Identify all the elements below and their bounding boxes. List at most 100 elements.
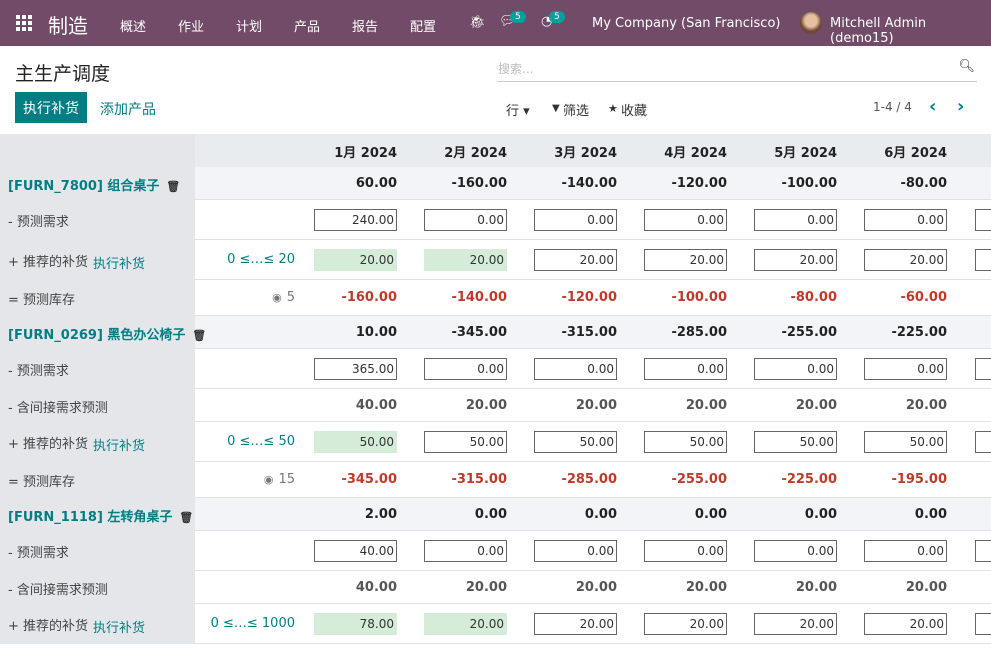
- replenish-button[interactable]: 执行补货: [15, 92, 87, 123]
- demand-input[interactable]: 0.00: [644, 540, 727, 562]
- demand-input[interactable]: 0.00: [534, 540, 617, 562]
- add-product-button[interactable]: 添加产品: [100, 102, 156, 118]
- replenish-input[interactable]: 20.00: [644, 249, 727, 271]
- partial-column-input[interactable]: [975, 431, 991, 453]
- partial-column-input[interactable]: [975, 249, 991, 271]
- menu-configuration[interactable]: 配置: [410, 20, 437, 35]
- demand-input[interactable]: 40.00: [314, 540, 397, 562]
- demand-input[interactable]: 0.00: [534, 209, 617, 231]
- trash-icon[interactable]: 🗑︎: [175, 511, 194, 524]
- search-icon[interactable]: 🔍︎: [958, 59, 975, 74]
- replenish-row-link[interactable]: 执行补货: [93, 621, 146, 636]
- replenish-input[interactable]: 20.00: [754, 249, 837, 271]
- partial-column-input[interactable]: [975, 613, 991, 635]
- replenish-input[interactable]: 20.00: [534, 249, 617, 271]
- indirect-value: 20.00: [465, 579, 507, 595]
- demand-input[interactable]: 0.00: [644, 209, 727, 231]
- replenish-input[interactable]: 20.00: [864, 249, 947, 271]
- safety-stock[interactable]: ◉ 15: [264, 472, 295, 487]
- favorites-button[interactable]: 收藏: [621, 104, 648, 119]
- replenish-input[interactable]: 50.00: [864, 431, 947, 453]
- demand-input[interactable]: 0.00: [424, 358, 507, 380]
- stock-row: = 预测库存 ◉ 5 -160.00 -140.00 -120.00 -100.00 -80.…: [0, 280, 991, 316]
- replenish-label: + 推荐的补货 执行补货: [8, 437, 146, 454]
- label-column: [0, 349, 195, 389]
- demand-row: - 预测需求 240.00 0.00 0.00 0.00 0.00 0.00: [0, 200, 991, 240]
- app-name[interactable]: 制造: [48, 14, 88, 38]
- demand-input[interactable]: 0.00: [754, 540, 837, 562]
- demand-input[interactable]: 365.00: [314, 358, 397, 380]
- demand-input[interactable]: 240.00: [314, 209, 397, 231]
- pager-value[interactable]: 1-4 / 4: [873, 100, 912, 114]
- pager-next-icon[interactable]: ›: [957, 96, 965, 117]
- partial-column-input[interactable]: [975, 358, 991, 380]
- replenish-input[interactable]: 20.00: [644, 613, 727, 635]
- top-navbar: 制造 概述 作业 计划 产品 报告 配置 🐞︎ 💬︎ 5 ◔ 5 My Comp…: [0, 0, 991, 46]
- demand-input[interactable]: 0.00: [864, 540, 947, 562]
- demand-input[interactable]: 0.00: [754, 209, 837, 231]
- product-total: 0.00: [804, 507, 837, 522]
- demand-input[interactable]: 0.00: [424, 540, 507, 562]
- replenish-input[interactable]: 50.00: [424, 431, 507, 453]
- product-total: -315.00: [561, 325, 617, 340]
- search-input[interactable]: 搜索...: [498, 62, 534, 76]
- partial-column-input[interactable]: [975, 540, 991, 562]
- menu-products[interactable]: 产品: [294, 20, 321, 35]
- replenish-row-link[interactable]: 执行补货: [93, 257, 146, 272]
- search-bar[interactable]: 搜索... 🔍︎: [497, 54, 977, 82]
- replenish-input[interactable]: 50.00: [644, 431, 727, 453]
- demand-input[interactable]: 0.00: [424, 209, 507, 231]
- demand-input[interactable]: 0.00: [644, 358, 727, 380]
- user-menu[interactable]: Mitchell Admin (demo15): [830, 16, 927, 46]
- product-total: 10.00: [355, 325, 397, 340]
- product-total: 2.00: [364, 507, 397, 522]
- header-label-column: [0, 134, 195, 167]
- replenish-input[interactable]: 50.00: [314, 431, 397, 453]
- replenish-row-link[interactable]: 执行补货: [93, 439, 146, 454]
- replenish-input[interactable]: 20.00: [424, 249, 507, 271]
- demand-input[interactable]: 0.00: [754, 358, 837, 380]
- product-name[interactable]: [FURN_7800] 组合桌子 🗑︎: [8, 179, 181, 194]
- menu-overview[interactable]: 概述: [120, 20, 147, 35]
- trash-icon[interactable]: 🗑︎: [162, 180, 181, 193]
- replenish-input[interactable]: 20.00: [314, 249, 397, 271]
- replenish-input[interactable]: 20.00: [534, 613, 617, 635]
- replenish-input[interactable]: 20.00: [864, 613, 947, 635]
- indirect-value: 20.00: [905, 579, 947, 595]
- replenish-input[interactable]: 20.00: [424, 613, 507, 635]
- replenish-min-max[interactable]: 0 ≤…≤ 1000: [210, 616, 295, 631]
- demand-input[interactable]: 0.00: [864, 209, 947, 231]
- menu-reporting[interactable]: 报告: [352, 20, 379, 35]
- trash-icon[interactable]: 🗑︎: [188, 329, 207, 342]
- replenish-min-max[interactable]: 0 ≤…≤ 50: [227, 434, 295, 449]
- demand-input[interactable]: 0.00: [864, 358, 947, 380]
- replenish-input[interactable]: 50.00: [534, 431, 617, 453]
- filter-icon: ▼: [552, 103, 560, 114]
- company-switcher[interactable]: My Company (San Francisco): [592, 16, 781, 31]
- product-name[interactable]: [FURN_1118] 左转角桌子 🗑︎: [8, 510, 194, 525]
- filter-button[interactable]: 筛选: [563, 104, 590, 119]
- replenish-min-max[interactable]: 0 ≤…≤ 20: [227, 252, 295, 267]
- demand-input[interactable]: 0.00: [534, 358, 617, 380]
- apps-menu-icon[interactable]: [16, 15, 32, 31]
- safety-stock[interactable]: ◉ 5: [272, 290, 295, 305]
- replenish-input[interactable]: 20.00: [754, 613, 837, 635]
- activities-clock-icon[interactable]: ◔: [541, 14, 553, 29]
- label-column: [0, 280, 195, 316]
- replenish-input[interactable]: 78.00: [314, 613, 397, 635]
- replenish-input[interactable]: 50.00: [754, 431, 837, 453]
- target-icon: ◉: [263, 473, 274, 486]
- indirect-label: - 含间接需求预测: [8, 582, 108, 598]
- menu-planning[interactable]: 计划: [236, 20, 263, 35]
- column-header-month: 1月 2024: [334, 146, 397, 161]
- indirect-label: - 含间接需求预测: [8, 400, 108, 416]
- menu-operations[interactable]: 作业: [178, 20, 205, 35]
- user-avatar[interactable]: [800, 12, 822, 34]
- product-name[interactable]: [FURN_0269] 黑色办公椅子 🗑︎: [8, 328, 207, 343]
- debug-bug-icon[interactable]: 🐞︎: [469, 15, 486, 30]
- rows-dropdown[interactable]: 行 ▾: [506, 104, 530, 119]
- label-column: [0, 422, 195, 462]
- partial-column-input[interactable]: [975, 209, 991, 231]
- pager-previous-icon[interactable]: ‹: [929, 96, 937, 117]
- column-header-month: 2月 2024: [444, 146, 507, 161]
